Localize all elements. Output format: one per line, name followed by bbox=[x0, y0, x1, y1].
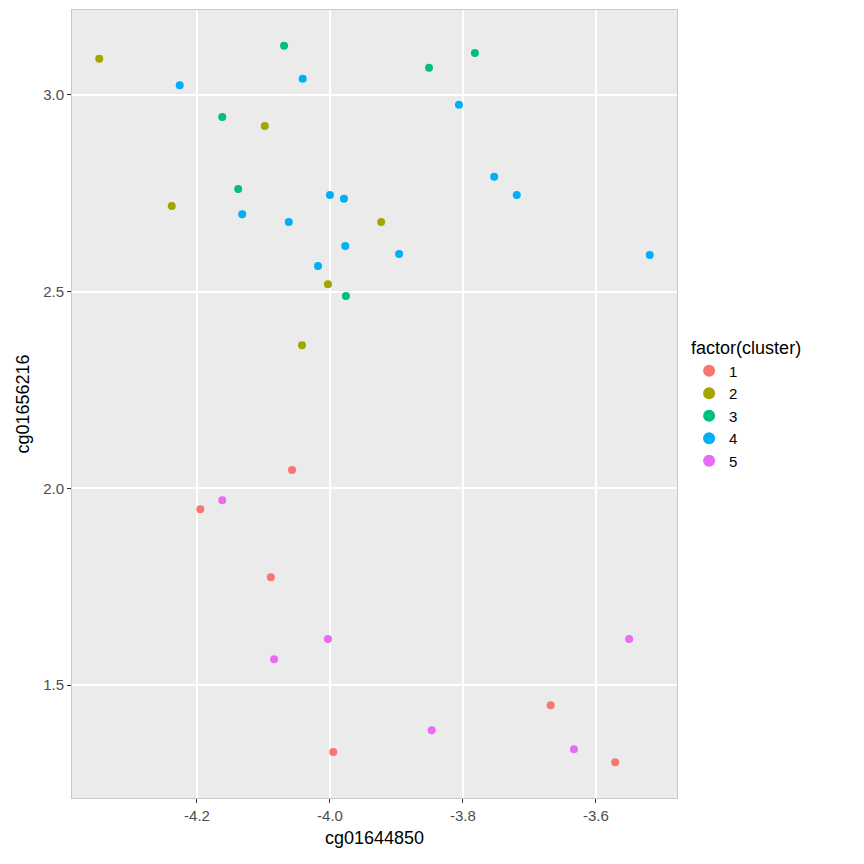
svg-text:cg01656216: cg01656216 bbox=[13, 354, 33, 453]
svg-text:-4.0: -4.0 bbox=[317, 807, 343, 824]
svg-text:1.5: 1.5 bbox=[43, 676, 64, 693]
svg-text:2.0: 2.0 bbox=[43, 480, 64, 497]
svg-text:5: 5 bbox=[729, 453, 737, 470]
svg-text:3: 3 bbox=[729, 408, 737, 425]
svg-text:factor(cluster): factor(cluster) bbox=[691, 338, 801, 358]
svg-text:1: 1 bbox=[729, 363, 737, 380]
svg-text:2.5: 2.5 bbox=[43, 283, 64, 300]
svg-text:4: 4 bbox=[729, 430, 737, 447]
svg-text:3.0: 3.0 bbox=[43, 86, 64, 103]
svg-text:-3.6: -3.6 bbox=[583, 807, 609, 824]
svg-text:2: 2 bbox=[729, 385, 737, 402]
svg-text:cg01644850: cg01644850 bbox=[325, 828, 424, 848]
svg-text:-3.8: -3.8 bbox=[450, 807, 476, 824]
svg-text:-4.2: -4.2 bbox=[184, 807, 210, 824]
